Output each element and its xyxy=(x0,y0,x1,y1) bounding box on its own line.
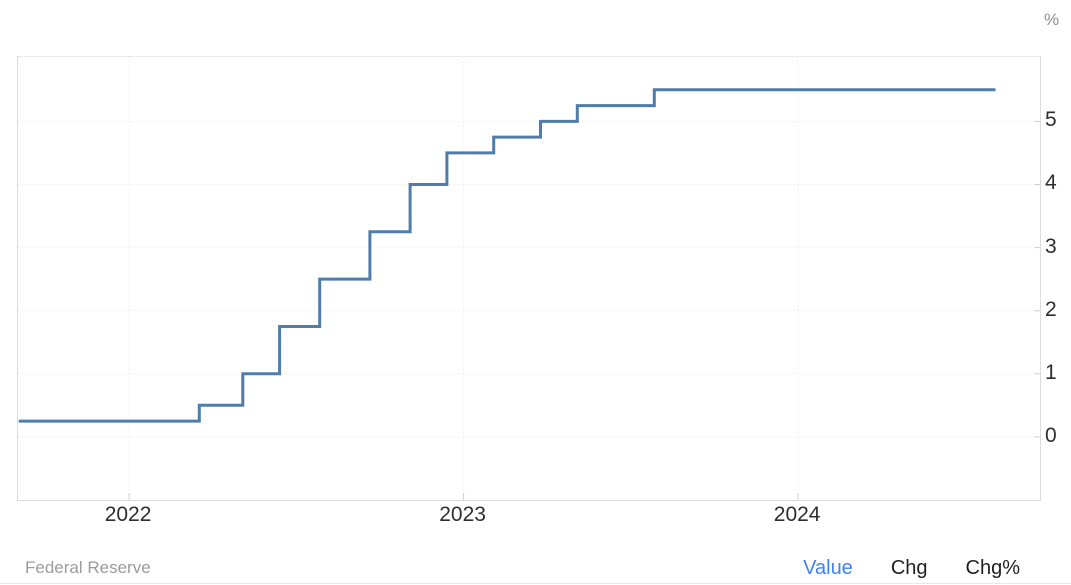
chart-plot-area[interactable] xyxy=(17,56,1041,501)
y-axis-label: 0 xyxy=(1045,423,1057,447)
x-axis-label: 2022 xyxy=(104,503,152,526)
y-axis-label: 5 xyxy=(1045,108,1057,132)
y-axis-label: 4 xyxy=(1045,171,1057,195)
source-label: Federal Reserve xyxy=(25,558,151,577)
series-line[interactable] xyxy=(18,88,996,423)
value-link[interactable]: Value xyxy=(803,556,853,579)
chart-footer: Federal Reserve Value Chg Chg% xyxy=(0,555,1071,581)
footer-divider xyxy=(0,583,1071,584)
chgpct-link[interactable]: Chg% xyxy=(965,556,1020,579)
x-axis-label: 2023 xyxy=(439,503,486,526)
footer-links: Value Chg Chg% xyxy=(803,557,1020,580)
y-axis-label: 2 xyxy=(1045,297,1057,321)
chg-link[interactable]: Chg xyxy=(890,556,928,579)
x-axis-label: 2024 xyxy=(773,503,821,526)
y-axis-unit-label: % xyxy=(1044,10,1060,29)
y-axis-label: 3 xyxy=(1045,234,1057,258)
y-axis-label: 1 xyxy=(1045,360,1057,384)
chart-svg[interactable] xyxy=(18,57,1040,500)
